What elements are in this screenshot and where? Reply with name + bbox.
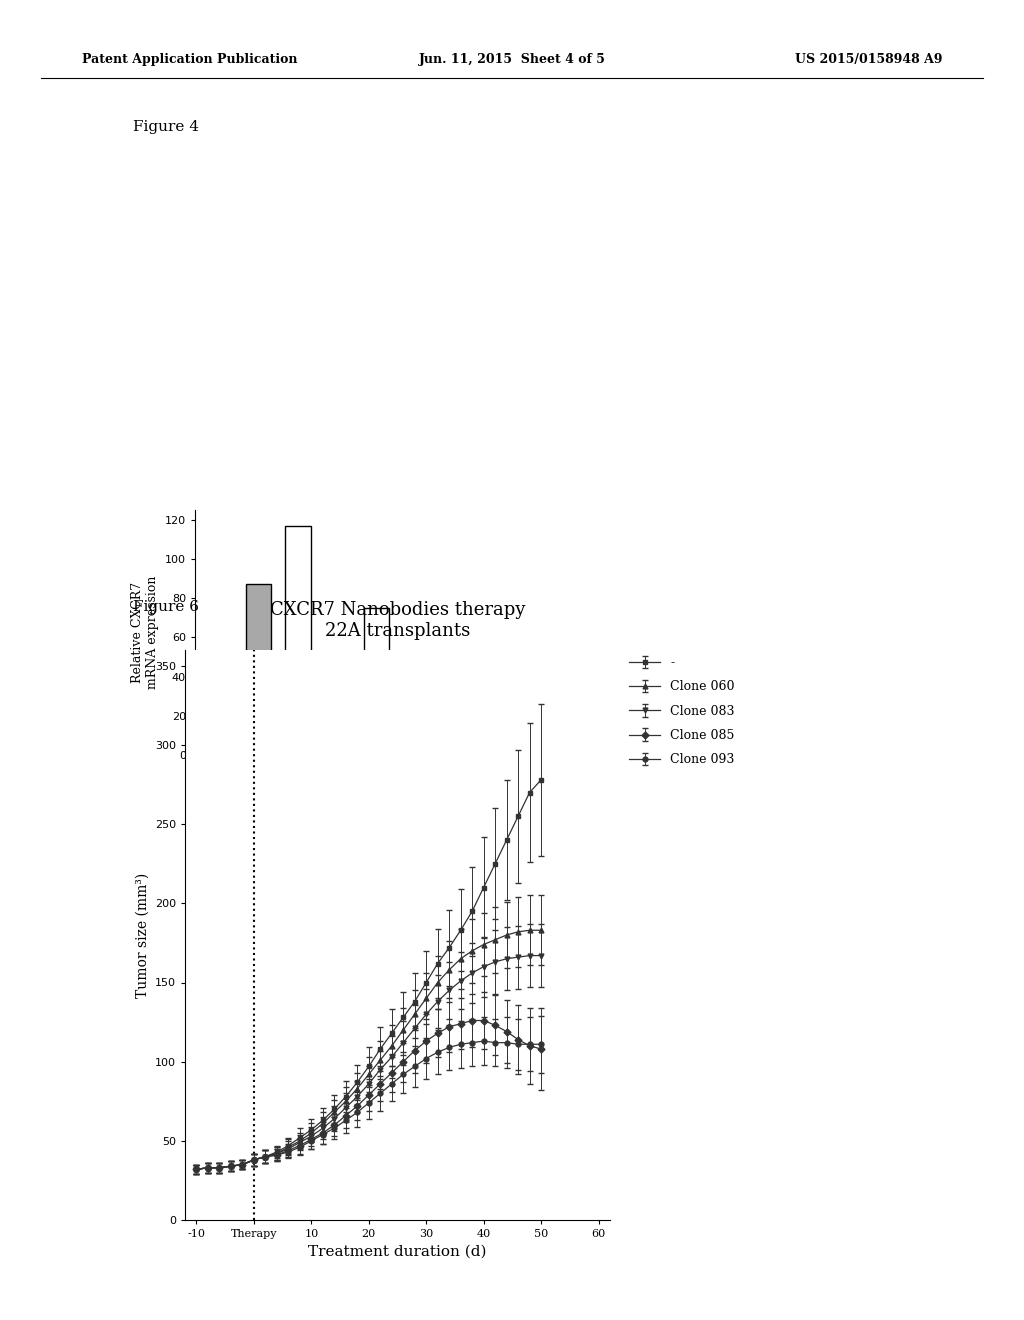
Bar xyxy=(364,609,389,755)
Text: Jun. 11, 2015  Sheet 4 of 5: Jun. 11, 2015 Sheet 4 of 5 xyxy=(419,54,605,66)
X-axis label: Treatment duration (d): Treatment duration (d) xyxy=(308,1245,486,1258)
Bar xyxy=(325,751,350,755)
Y-axis label: Tumor size (mm³): Tumor size (mm³) xyxy=(135,873,150,998)
Text: Patent Application Publication: Patent Application Publication xyxy=(82,54,297,66)
Title: CXCR7 Nanobodies therapy
22A transplants: CXCR7 Nanobodies therapy 22A transplants xyxy=(269,602,525,640)
Bar xyxy=(246,585,271,755)
Text: Figure 4: Figure 4 xyxy=(133,120,199,135)
Bar xyxy=(206,751,231,755)
Y-axis label: Relative CXCR7
mRNA expression: Relative CXCR7 mRNA expression xyxy=(131,576,160,689)
Text: Figure 6: Figure 6 xyxy=(133,601,199,614)
Text: US 2015/0158948 A9: US 2015/0158948 A9 xyxy=(795,54,942,66)
Bar xyxy=(285,525,310,755)
Bar xyxy=(403,678,429,755)
Legend: -, Clone 060, Clone 083, Clone 085, Clone 093: -, Clone 060, Clone 083, Clone 085, Clon… xyxy=(629,656,735,766)
X-axis label: HNSCC: HNSCC xyxy=(288,843,347,858)
